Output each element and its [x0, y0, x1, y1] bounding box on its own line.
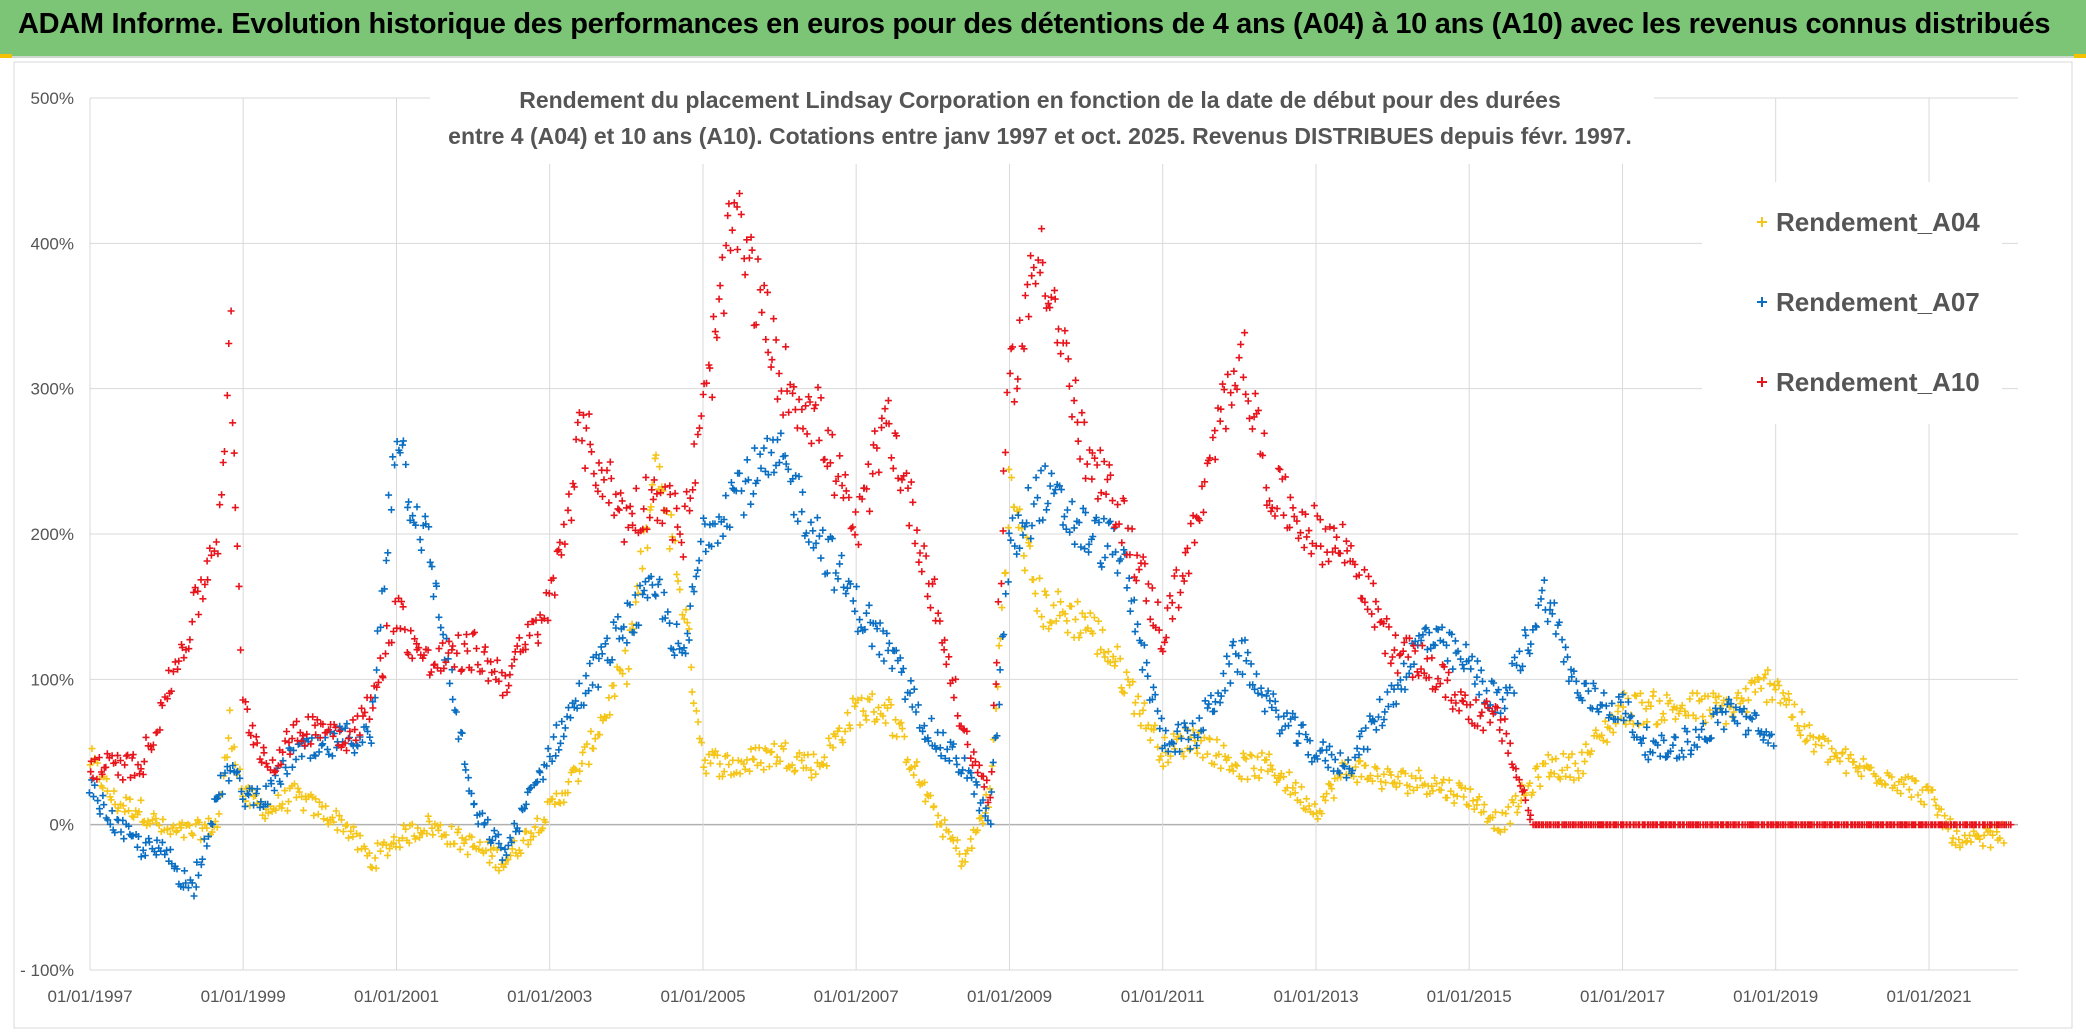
banner: ADAM Informe. Evolution historique des p… — [0, 0, 2086, 58]
title-backdrop — [430, 78, 1654, 164]
y-tick-label: 400% — [31, 234, 74, 253]
x-tick-label: 01/01/2015 — [1427, 987, 1512, 1006]
legend-label: Rendement_A04 — [1776, 207, 1980, 237]
y-tick-label: 200% — [31, 525, 74, 544]
chart-title: Rendement du placement Lindsay Corporati… — [430, 78, 1654, 164]
corner-mark-right — [2074, 54, 2086, 58]
legend-marker — [1757, 217, 1767, 227]
chart-title-line: Rendement du placement Lindsay Corporati… — [519, 87, 1561, 113]
legend-backdrop — [1702, 182, 2002, 424]
x-tick-label: 01/01/1999 — [201, 987, 286, 1006]
x-tick-label: 01/01/2013 — [1273, 987, 1358, 1006]
x-tick-label: 01/01/2021 — [1887, 987, 1972, 1006]
x-tick-label: 01/01/2003 — [507, 987, 592, 1006]
x-tick-label: 01/01/2007 — [814, 987, 899, 1006]
x-tick-label: 01/01/2005 — [660, 987, 745, 1006]
x-tick-label: 01/01/1997 — [47, 987, 132, 1006]
x-tick-label: 01/01/2019 — [1733, 987, 1818, 1006]
x-tick-label: 01/01/2011 — [1121, 987, 1205, 1006]
chart-title-line: entre 4 (A04) et 10 ans (A10). Cotations… — [448, 123, 1632, 149]
y-tick-label: 500% — [31, 89, 74, 108]
corner-mark-left — [0, 54, 12, 58]
y-tick-label: - 100% — [20, 961, 74, 980]
series-markers-Rendement_A10 — [87, 190, 2015, 829]
y-tick-label: 100% — [31, 670, 74, 689]
y-tick-label: 300% — [31, 380, 74, 399]
series-markers-Rendement_A07 — [85, 429, 1778, 900]
legend-marker — [1757, 297, 1767, 307]
x-tick-label: 01/01/2009 — [967, 987, 1052, 1006]
legend-label: Rendement_A07 — [1776, 287, 1980, 317]
series-Rendement_A07 — [85, 429, 1778, 900]
legend-marker — [1757, 377, 1767, 387]
y-axis: 500% 400% 300% 200% 100% 0% - 100% — [20, 89, 74, 980]
legend: Rendement_A04 Rendement_A07 Rendement_A10 — [1702, 182, 2002, 424]
banner-title: ADAM Informe. Evolution historique des p… — [18, 8, 2051, 40]
series-Rendement_A04 — [86, 451, 2008, 875]
y-tick-label: 0% — [49, 816, 74, 835]
x-axis: 01/01/1997 01/01/1999 01/01/2001 01/01/2003… — [47, 987, 1971, 1006]
series-Rendement_A10 — [87, 190, 2015, 829]
legend-label: Rendement_A10 — [1776, 367, 1980, 397]
x-tick-label: 01/01/2001 — [354, 987, 439, 1006]
plot-area — [85, 190, 2015, 900]
x-tick-label: 01/01/2017 — [1580, 987, 1665, 1006]
series-markers-Rendement_A04 — [86, 451, 2008, 875]
